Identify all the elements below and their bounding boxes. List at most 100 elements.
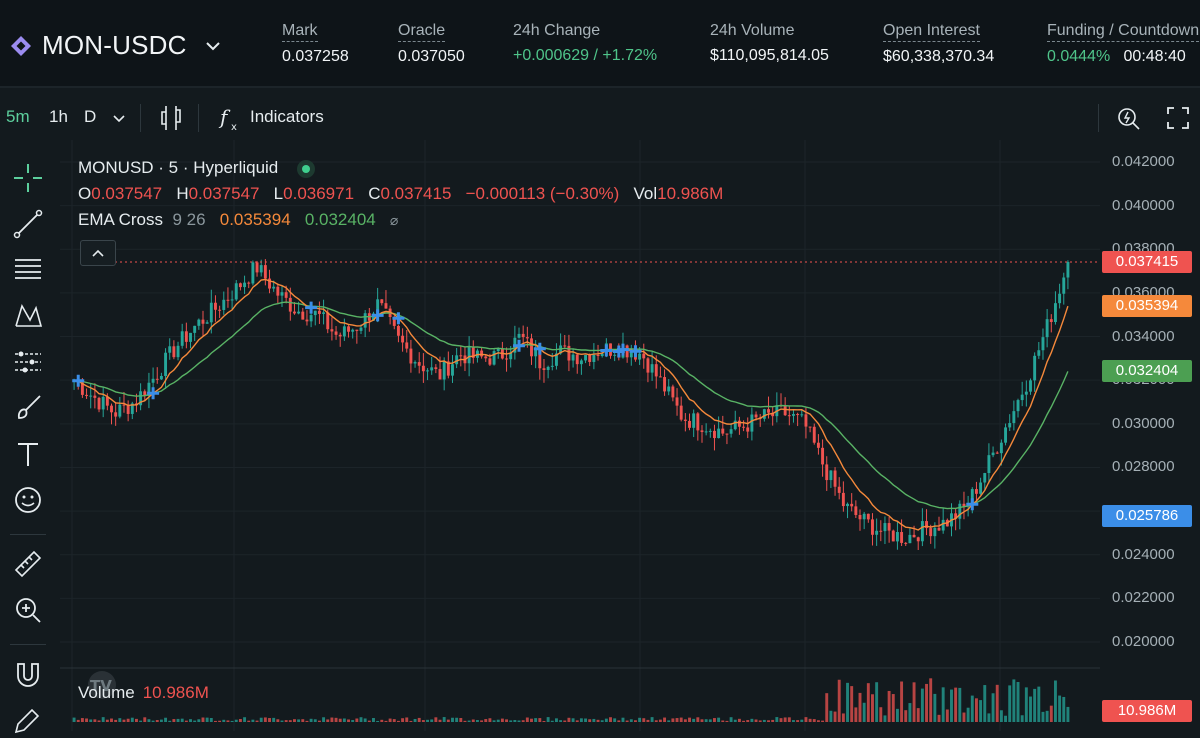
candle-style-icon[interactable] (158, 104, 184, 132)
ema-cross-marker (392, 312, 405, 325)
stat-label[interactable]: Mark (282, 22, 318, 42)
brush-icon (17, 395, 41, 419)
volume-bar (871, 694, 874, 722)
candle (912, 525, 916, 538)
candle (505, 347, 509, 372)
chevron-down-icon[interactable] (112, 112, 126, 126)
candle (1062, 272, 1066, 305)
function-icon[interactable]: f x (218, 104, 244, 132)
volume-bar (193, 720, 197, 722)
stat-label[interactable]: Open Interest (883, 22, 980, 42)
brush-tool[interactable] (10, 390, 46, 426)
pencil-lock-icon (14, 708, 40, 734)
candle (189, 332, 192, 349)
candle (85, 388, 89, 399)
ema-cross-marker (513, 339, 526, 352)
volume-bar (451, 717, 454, 722)
volume-bar (792, 720, 795, 722)
volume-bar (421, 720, 425, 722)
candle (1049, 314, 1053, 333)
pattern-tool[interactable] (10, 298, 46, 334)
candle (696, 412, 700, 441)
chevron-down-icon (205, 41, 220, 50)
indicators-button[interactable]: Indicators (250, 107, 324, 126)
stay-in-drawing-tool[interactable] (10, 702, 46, 738)
volume-bar (925, 683, 928, 722)
text-tool[interactable] (10, 436, 46, 472)
crosshair-tool[interactable] (10, 160, 46, 196)
candle (866, 513, 870, 523)
candle (862, 511, 866, 530)
stat-value: 0.0444% 00:48:40 (1047, 48, 1200, 66)
candle (1041, 328, 1045, 360)
volume-bar (288, 720, 292, 722)
legend-title-row: MONUSD · 5 · Hyperliquid (78, 158, 723, 184)
candle (742, 420, 746, 432)
volume-bar (517, 720, 521, 722)
low-value: 0.036971 (283, 184, 355, 203)
volume-bar (596, 719, 600, 722)
stat-label[interactable]: Oracle (398, 22, 446, 42)
candle (317, 301, 321, 324)
stat-open-interest: Open Interest $60,338,370.34 (883, 22, 994, 66)
candle (238, 282, 242, 291)
volume-bar (297, 719, 301, 722)
ema-row[interactable]: EMA Cross 9 26 0.035394 0.032404 ⌀ (78, 210, 723, 236)
candle (679, 396, 683, 422)
toolbar-divider (198, 104, 199, 132)
volume-bar (484, 719, 488, 722)
volume-bar (812, 719, 816, 722)
fib-tool[interactable] (10, 252, 46, 288)
volume-bar (168, 720, 172, 722)
volume-bar (887, 690, 891, 722)
volume-bar (837, 679, 841, 722)
high-value: 0.037547 (188, 184, 260, 203)
volume-bar (796, 720, 800, 722)
volume-bar (542, 720, 546, 722)
smiley-icon (15, 487, 41, 513)
volume-bar (854, 707, 858, 722)
interval-d[interactable]: D (84, 107, 97, 126)
volume-bar (987, 713, 991, 722)
symbol-title[interactable]: MONUSD · 5 · Hyperliquid (78, 158, 279, 177)
price-chart[interactable] (60, 140, 1200, 731)
volume-bar (696, 717, 700, 722)
candle (554, 343, 558, 370)
funding-countdown: 00:48:40 (1123, 48, 1186, 65)
trendline-tool[interactable] (10, 206, 46, 242)
volume-bar (650, 717, 654, 722)
candle (904, 541, 908, 547)
pair-selector[interactable]: MON-USDC (10, 30, 221, 61)
candle (771, 406, 775, 426)
interval-1h[interactable]: 1h (49, 107, 68, 126)
candle (667, 379, 671, 396)
magnet-tool[interactable] (10, 656, 46, 692)
stat-label: 24h Change (513, 22, 601, 39)
volume-bar (255, 720, 259, 722)
candle (430, 356, 434, 375)
alert-zap-icon[interactable] (1116, 104, 1142, 132)
volume-tag: 10.986M (1102, 700, 1192, 722)
prediction-tool[interactable] (10, 344, 46, 380)
stat-label[interactable]: Funding / Countdown (1047, 22, 1200, 42)
zoom-in-tool[interactable] (10, 592, 46, 628)
candle (172, 340, 176, 360)
hidden-icon[interactable]: ⌀ (389, 212, 399, 228)
measure-tool[interactable] (10, 546, 46, 582)
volume-bar (338, 718, 342, 722)
volume-bar (658, 719, 662, 722)
volume-bar (521, 720, 525, 722)
collapse-legend-button[interactable] (80, 240, 116, 266)
vol-value: 10.986M (657, 184, 724, 203)
volume-bar (733, 719, 737, 722)
volume-bar (858, 692, 862, 722)
interval-5m[interactable]: 5m (6, 107, 30, 126)
candle (118, 396, 122, 419)
volume-bar (438, 719, 442, 722)
volume-bar (958, 687, 962, 722)
volume-bar (247, 720, 251, 722)
fullscreen-icon[interactable] (1166, 106, 1190, 130)
candle (380, 299, 384, 306)
emoji-tool[interactable] (10, 482, 46, 518)
volume-bar (130, 717, 134, 722)
